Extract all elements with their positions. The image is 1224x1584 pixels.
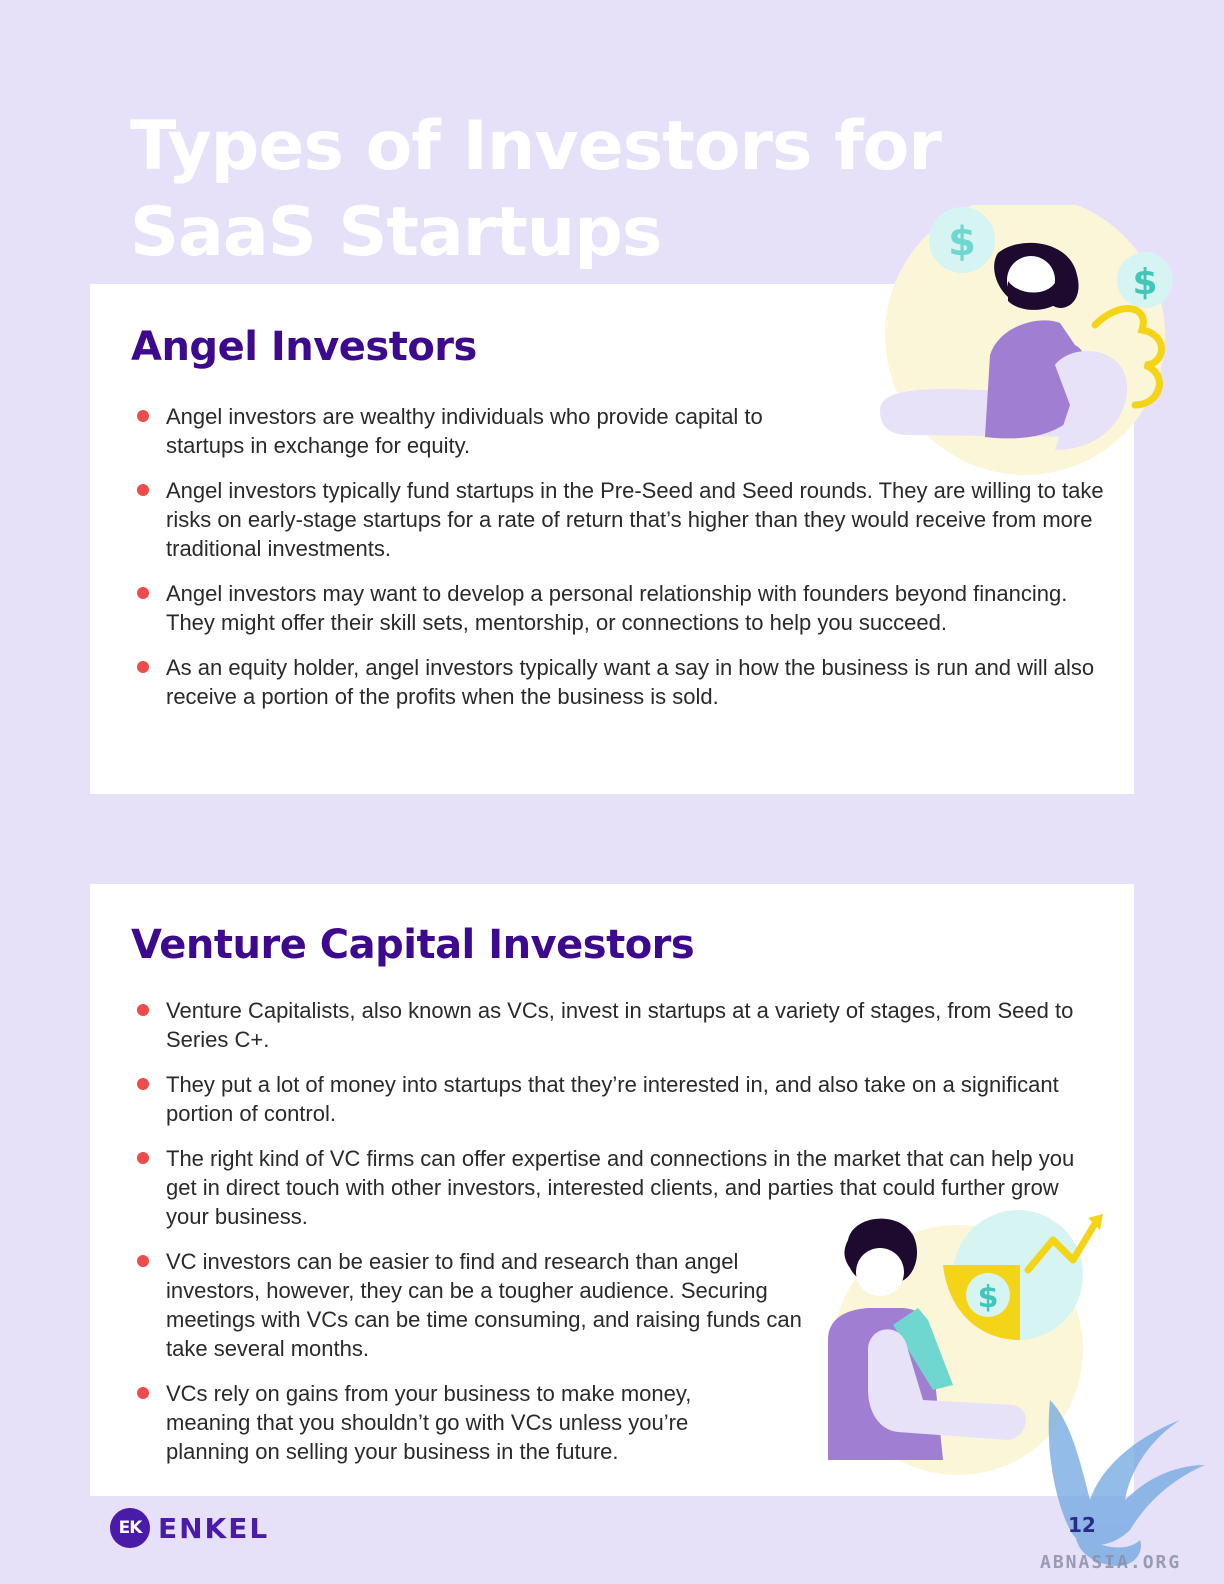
watermark-text: ABNASIA.ORG bbox=[1040, 1552, 1182, 1573]
bullet-dot-icon bbox=[137, 1152, 149, 1164]
list-item-text: Angel investors are wealthy individuals … bbox=[166, 404, 763, 458]
list-item-text: They put a lot of money into startups th… bbox=[166, 1072, 1059, 1126]
bullet-dot-icon bbox=[137, 410, 149, 422]
bullet-dot-icon bbox=[137, 1078, 149, 1090]
vc-investors-card: Venture Capital Investors Venture Capita… bbox=[90, 884, 1134, 1496]
list-item: The right kind of VC firms can offer exp… bbox=[132, 1144, 1106, 1231]
logo-mark: EK bbox=[110, 1508, 150, 1548]
page-number: 12 bbox=[1068, 1513, 1096, 1537]
list-item: As an equity holder, angel investors typ… bbox=[132, 653, 1111, 711]
page-title-line1: Types of Investors for bbox=[130, 107, 942, 186]
bullet-dot-icon bbox=[137, 1004, 149, 1016]
dollar-coin-icon: $ bbox=[1117, 252, 1173, 308]
list-item-text: Venture Capitalists, also known as VCs, … bbox=[166, 998, 1074, 1052]
page-title-line2: SaaS Startups bbox=[130, 193, 662, 272]
angel-investors-heading: Angel Investors bbox=[131, 324, 477, 370]
list-item-text: As an equity holder, angel investors typ… bbox=[166, 655, 1095, 709]
logo-text: ENKEL bbox=[158, 1511, 270, 1545]
bullet-dot-icon bbox=[137, 1387, 149, 1399]
list-item: They put a lot of money into startups th… bbox=[132, 1070, 1106, 1128]
growth-arrow-icon bbox=[1024, 1214, 1103, 1274]
list-item: Angel investors are wealthy individuals … bbox=[132, 402, 816, 460]
bullet-dot-icon bbox=[137, 661, 149, 673]
bullet-dot-icon bbox=[137, 484, 149, 496]
list-item: Angel investors typically fund startups … bbox=[132, 476, 1106, 563]
vc-investors-list: Venture Capitalists, also known as VCs, … bbox=[132, 996, 1106, 1482]
list-item-text: Angel investors typically fund startups … bbox=[166, 478, 1104, 561]
bullet-dot-icon bbox=[137, 1255, 149, 1267]
list-item: VC investors can be easier to find and r… bbox=[132, 1247, 826, 1363]
angel-investors-list: Angel investors are wealthy individuals … bbox=[132, 402, 1111, 727]
griffin-watermark-icon bbox=[1048, 1400, 1205, 1566]
vc-investors-heading: Venture Capital Investors bbox=[131, 922, 695, 968]
enkel-logo: EK ENKEL bbox=[110, 1508, 269, 1548]
list-item-text: The right kind of VC firms can offer exp… bbox=[166, 1146, 1075, 1229]
list-item-text: VC investors can be easier to find and r… bbox=[166, 1249, 802, 1361]
list-item-text: VCs rely on gains from your business to … bbox=[166, 1381, 692, 1464]
angel-investor-illustration: $ $ bbox=[880, 205, 1173, 475]
svg-text:$: $ bbox=[1132, 262, 1157, 303]
list-item: Angel investors may want to develop a pe… bbox=[132, 579, 1106, 637]
svg-text:$: $ bbox=[948, 219, 976, 265]
dollar-shield-icon: $ bbox=[943, 1265, 1020, 1340]
list-item: Venture Capitalists, also known as VCs, … bbox=[132, 996, 1106, 1054]
vc-investor-illustration: $ bbox=[828, 1210, 1103, 1475]
svg-text:$: $ bbox=[978, 1280, 999, 1315]
list-item: VCs rely on gains from your business to … bbox=[132, 1379, 766, 1466]
page-title: Types of Investors for SaaS Startups bbox=[130, 104, 950, 276]
dollar-coin-icon: $ bbox=[929, 207, 995, 273]
bullet-dot-icon bbox=[137, 587, 149, 599]
list-item-text: Angel investors may want to develop a pe… bbox=[166, 581, 1068, 635]
